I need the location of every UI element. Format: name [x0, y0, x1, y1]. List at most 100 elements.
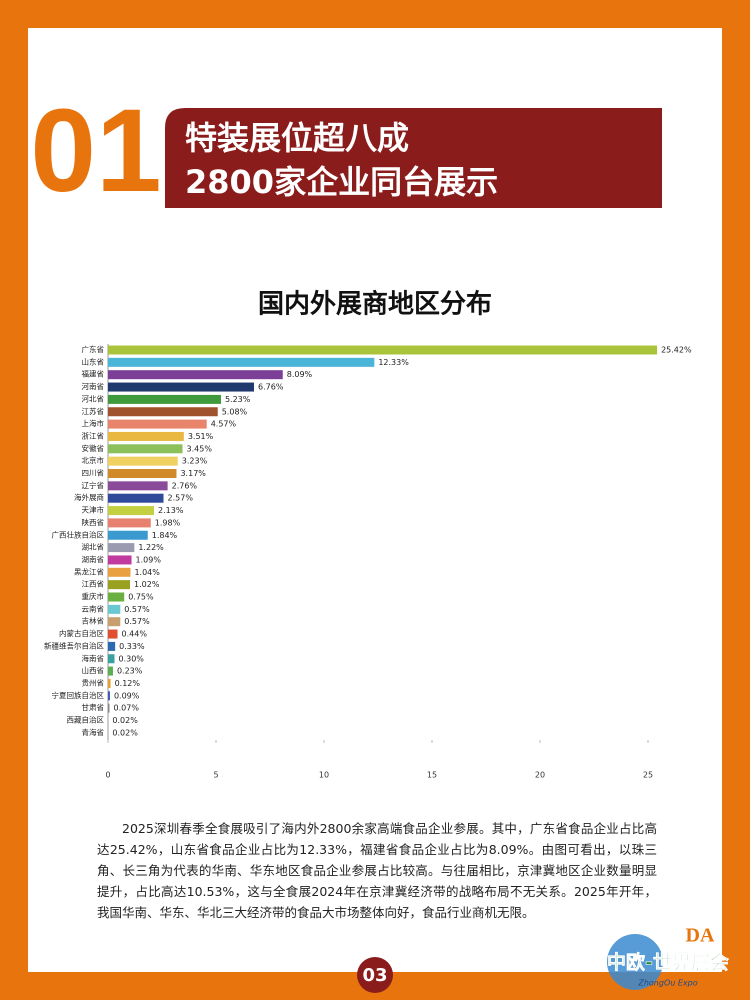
- value-label: 3.23%: [182, 457, 208, 466]
- bar: [108, 382, 255, 392]
- logo-text: 中欧-世界展会: [607, 951, 729, 974]
- value-label: 0.09%: [114, 691, 140, 700]
- value-label: 0.02%: [112, 728, 138, 737]
- bar: [108, 592, 125, 602]
- bar: [108, 530, 148, 540]
- logo-globe: [607, 934, 663, 990]
- bar: [108, 419, 207, 429]
- bar: [108, 555, 132, 565]
- bar: [108, 728, 109, 738]
- value-label: 0.30%: [118, 654, 144, 663]
- bar: [108, 617, 121, 627]
- y-tick-label: 上海市: [82, 418, 105, 428]
- bar: [108, 481, 168, 491]
- y-tick-label: 广东省: [82, 344, 105, 354]
- body-paragraph: 2025深圳春季全食展吸引了海内外2800余家高端食品企业参展。其中，广东省食品…: [97, 821, 657, 920]
- bar: [108, 518, 151, 528]
- value-label: 8.09%: [287, 370, 313, 379]
- y-tick-label: 新疆维吾尔自治区: [44, 640, 104, 650]
- value-label: 12.33%: [378, 358, 409, 367]
- x-tick-label: 25: [643, 771, 653, 780]
- value-label: 3.51%: [188, 432, 214, 441]
- bar: [108, 629, 118, 639]
- y-tick-label: 浙江省: [82, 430, 105, 440]
- y-tick-label: 河北省: [82, 393, 105, 403]
- bar: [108, 444, 183, 454]
- bar: [108, 567, 131, 577]
- y-tick-label: 内蒙古自治区: [59, 628, 104, 638]
- value-label: 1.98%: [155, 518, 181, 527]
- y-tick-label: 山东省: [82, 356, 105, 366]
- bar: [108, 678, 111, 688]
- value-label: 0.02%: [112, 716, 138, 725]
- section-number: 01: [30, 85, 161, 217]
- value-label: 0.23%: [117, 667, 143, 676]
- y-tick-label: 贵州省: [82, 677, 105, 687]
- bar: [108, 666, 113, 676]
- value-label: 3.17%: [180, 469, 206, 478]
- bar: [108, 506, 155, 516]
- y-tick-label: 陕西省: [82, 517, 105, 527]
- bar: [108, 654, 115, 664]
- y-tick-label: 福建省: [82, 369, 105, 379]
- bar: [108, 703, 110, 713]
- logo-sub: ZhongOu Expo: [637, 979, 697, 988]
- bar: [108, 431, 184, 441]
- y-tick-label: 海南省: [82, 653, 105, 663]
- x-tick-label: 0: [105, 771, 110, 780]
- bar: [108, 543, 135, 553]
- bar: [108, 407, 218, 417]
- y-tick-label: 甘肃省: [82, 702, 105, 712]
- chart-title: 国内外展商地区分布: [258, 289, 492, 320]
- value-label: 1.02%: [134, 580, 160, 589]
- value-label: 5.23%: [225, 395, 251, 404]
- y-tick-label: 黑龙江省: [74, 566, 104, 576]
- value-label: 2.13%: [158, 506, 184, 515]
- value-label: 0.75%: [128, 593, 154, 602]
- title-banner: [165, 108, 662, 208]
- y-tick-label: 西藏自治区: [67, 715, 105, 725]
- bar: [108, 691, 110, 701]
- bar: [108, 641, 116, 651]
- y-tick-label: 吉林省: [82, 616, 105, 626]
- y-tick-label: 河南省: [82, 381, 105, 391]
- x-tick-label: 10: [319, 771, 329, 780]
- value-label: 0.33%: [119, 642, 145, 651]
- y-tick-label: 湖南省: [82, 554, 105, 564]
- y-tick-label: 天津市: [82, 505, 105, 515]
- y-tick-label: 四川省: [82, 468, 105, 478]
- value-label: 4.57%: [211, 420, 237, 429]
- title-line: 特装展位超八成: [185, 119, 409, 157]
- value-label: 3.45%: [187, 444, 213, 453]
- value-label: 6.76%: [258, 383, 284, 392]
- value-label: 2.57%: [168, 494, 194, 503]
- y-tick-label: 江苏省: [82, 406, 105, 416]
- value-label: 0.07%: [114, 704, 140, 713]
- brand: DA: [686, 925, 715, 947]
- title-line: 2800家企业同台展示: [185, 163, 498, 201]
- bar: [108, 456, 178, 466]
- y-tick-label: 云南省: [82, 603, 105, 613]
- value-label: 1.09%: [136, 555, 162, 564]
- value-label: 0.12%: [115, 679, 141, 688]
- bar: [108, 604, 121, 614]
- y-tick-label: 辽宁省: [82, 480, 105, 490]
- bar: [108, 716, 109, 725]
- bar: [108, 493, 164, 503]
- value-label: 1.84%: [152, 531, 178, 540]
- value-label: 2.76%: [172, 481, 198, 490]
- y-tick-label: 重庆市: [82, 591, 105, 601]
- bar: [108, 469, 177, 478]
- value-label: 0.57%: [124, 617, 150, 626]
- value-label: 1.22%: [138, 543, 164, 552]
- y-tick-label: 宁夏回族自治区: [52, 690, 105, 700]
- y-tick-label: 湖北省: [82, 542, 105, 552]
- x-tick-label: 20: [535, 771, 545, 780]
- value-label: 5.08%: [222, 407, 248, 416]
- value-label: 0.57%: [124, 605, 150, 614]
- bar: [108, 345, 658, 355]
- value-label: 1.04%: [134, 568, 160, 577]
- x-tick-label: 15: [427, 771, 437, 780]
